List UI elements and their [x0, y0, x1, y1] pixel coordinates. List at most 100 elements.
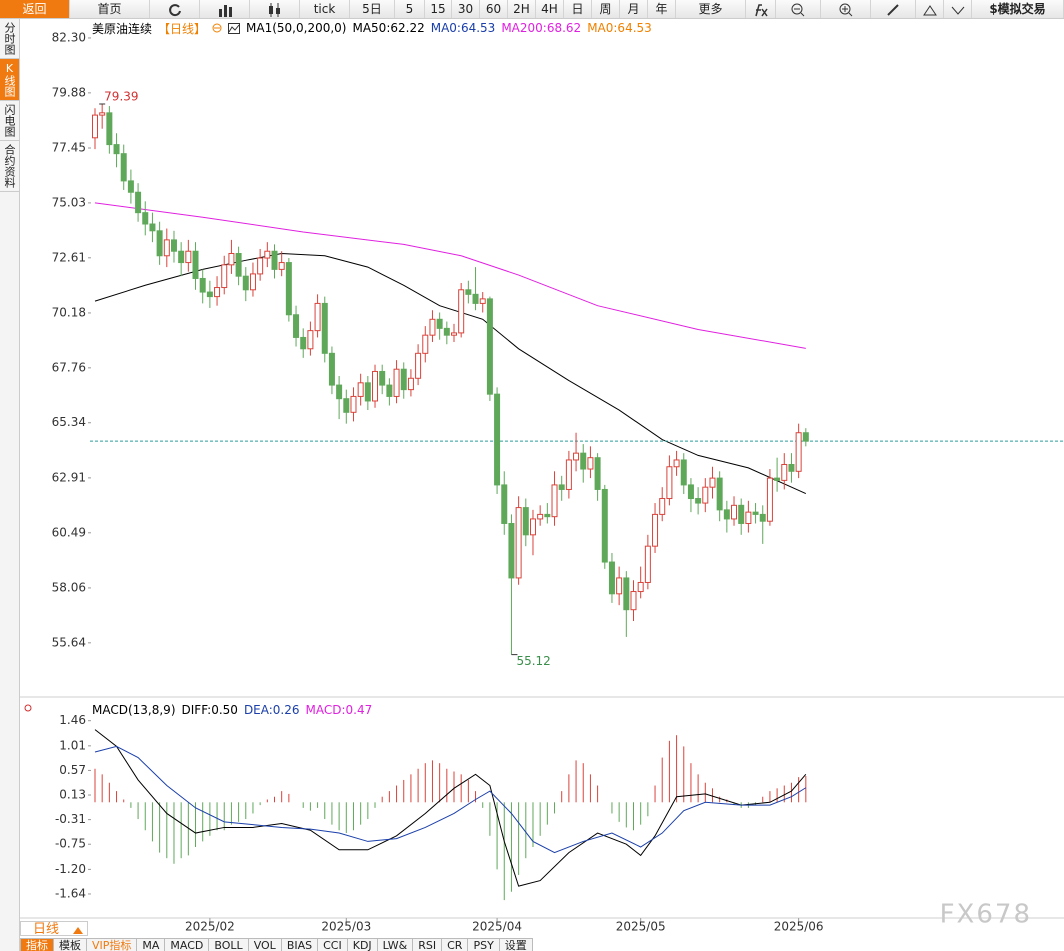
- y-tick-label: 1.46: [59, 713, 86, 727]
- bottom-tab[interactable]: VIP指标: [87, 938, 138, 951]
- y-tick-label: 70.18: [52, 305, 86, 319]
- candle-body: [120, 153, 127, 182]
- y-tick-label: 75.03: [52, 195, 86, 209]
- candle-body: [451, 332, 457, 336]
- shape-button[interactable]: [916, 0, 944, 18]
- legend-item: MA50:62.22: [352, 21, 425, 35]
- candle-body: [242, 275, 249, 291]
- y-tick-label: -0.31: [55, 812, 86, 826]
- candle-body: [544, 513, 551, 518]
- candle-body: [687, 484, 694, 500]
- side-tab[interactable]: 分时图: [0, 19, 19, 59]
- period-button[interactable]: 年: [648, 0, 676, 18]
- bottom-tab[interactable]: CR: [442, 938, 469, 951]
- period-button[interactable]: 60: [480, 0, 508, 18]
- bar-chart-button[interactable]: [200, 0, 250, 18]
- candle-body: [307, 330, 314, 350]
- candle-body: [156, 230, 163, 257]
- bottom-tab[interactable]: 设置: [499, 938, 533, 951]
- tick-button[interactable]: tick: [300, 0, 350, 18]
- more-button[interactable]: 更多: [676, 0, 746, 18]
- zoom-out-button[interactable]: [776, 0, 821, 18]
- candle-body: [680, 459, 687, 486]
- candle-body: [364, 382, 371, 402]
- candle-body: [709, 477, 716, 488]
- x-tick-label: 2025/06: [774, 920, 824, 934]
- candle-body: [529, 518, 536, 536]
- candle-body: [185, 250, 192, 264]
- candle-body: [92, 114, 98, 139]
- formula-button[interactable]: [746, 0, 776, 18]
- x-tick-label: 2025/02: [185, 920, 235, 934]
- refresh-button[interactable]: [150, 0, 200, 18]
- macd-line: [94, 745, 807, 854]
- bottom-tab[interactable]: VOL: [248, 938, 282, 951]
- y-tick-label: -1.20: [55, 862, 86, 876]
- bottom-tab[interactable]: LW&: [377, 938, 414, 951]
- bottom-tab[interactable]: MA: [137, 938, 166, 951]
- home-button[interactable]: 首页: [70, 0, 150, 18]
- period-button[interactable]: 30: [452, 0, 480, 18]
- dropdown-button[interactable]: [944, 0, 972, 18]
- draw-button[interactable]: [871, 0, 916, 18]
- y-tick-label: 60.49: [52, 525, 86, 539]
- legend-icon: [228, 22, 241, 34]
- candle-body: [170, 239, 177, 252]
- candle-body: [752, 511, 759, 515]
- candle-body: [637, 581, 644, 593]
- candle-body: [264, 250, 271, 259]
- candle-body: [221, 264, 228, 289]
- period-button[interactable]: 周: [592, 0, 620, 18]
- bottom-tab[interactable]: KDJ: [347, 938, 378, 951]
- period-label: 日线: [33, 922, 60, 937]
- candle-body: [257, 257, 264, 275]
- side-tab[interactable]: 闪电图: [0, 101, 19, 141]
- y-tick-label: 58.06: [52, 580, 86, 594]
- sim-trade-button[interactable]: $模拟交易: [972, 0, 1064, 18]
- candle-body: [135, 191, 142, 214]
- legend-item: MA200:68.62: [501, 21, 582, 35]
- candle-body: [422, 334, 429, 354]
- candle-body: [788, 463, 795, 472]
- side-tab[interactable]: 合约资料: [0, 141, 19, 192]
- macd-line: [94, 729, 807, 887]
- period-button[interactable]: 2H: [508, 0, 536, 18]
- period-selector[interactable]: 日线: [20, 921, 88, 937]
- period-button[interactable]: 5日: [350, 0, 395, 18]
- period-button[interactable]: 5: [395, 0, 425, 18]
- candle-body: [630, 591, 637, 611]
- candle-button[interactable]: [250, 0, 300, 18]
- side-tab[interactable]: K线图: [0, 59, 19, 101]
- bottom-tab[interactable]: 指标: [20, 938, 54, 951]
- candle-body: [644, 545, 651, 583]
- back-button[interactable]: 返回: [0, 0, 70, 18]
- candle-body: [235, 252, 242, 277]
- candle-body: [666, 466, 673, 500]
- bottom-tab[interactable]: RSI: [413, 938, 443, 951]
- macd-icon: [24, 704, 32, 712]
- x-tick-label: 2025/03: [321, 920, 371, 934]
- period-button[interactable]: 日: [564, 0, 592, 18]
- period-arrow: [73, 927, 83, 934]
- bottom-tab[interactable]: BOLL: [209, 938, 249, 951]
- period-button[interactable]: 月: [620, 0, 648, 18]
- candle-body: [802, 432, 809, 442]
- period-button[interactable]: 4H: [536, 0, 564, 18]
- candle-body: [328, 352, 335, 386]
- sidebar: 分时图 K线图 闪电图 合约资料: [0, 19, 20, 951]
- bottom-tab[interactable]: 模板: [54, 938, 87, 951]
- period-button[interactable]: 15: [425, 0, 452, 18]
- toolbar: 返回 首页 tick 5日 5 15 30 60 2H 4H 日 周 月 年 更…: [0, 0, 1064, 19]
- bottom-tab[interactable]: MACD: [165, 938, 210, 951]
- candle-body: [479, 298, 486, 304]
- candle-body: [228, 252, 235, 266]
- bottom-tab[interactable]: BIAS: [281, 938, 319, 951]
- candle-body: [594, 457, 601, 490]
- candle-body: [350, 395, 357, 413]
- bottom-tab[interactable]: CCI: [318, 938, 348, 951]
- zoom-in-button[interactable]: [821, 0, 871, 18]
- bottom-tab[interactable]: PSY: [468, 938, 500, 951]
- y-tick-label: 72.61: [52, 250, 86, 264]
- candle-body: [565, 459, 572, 490]
